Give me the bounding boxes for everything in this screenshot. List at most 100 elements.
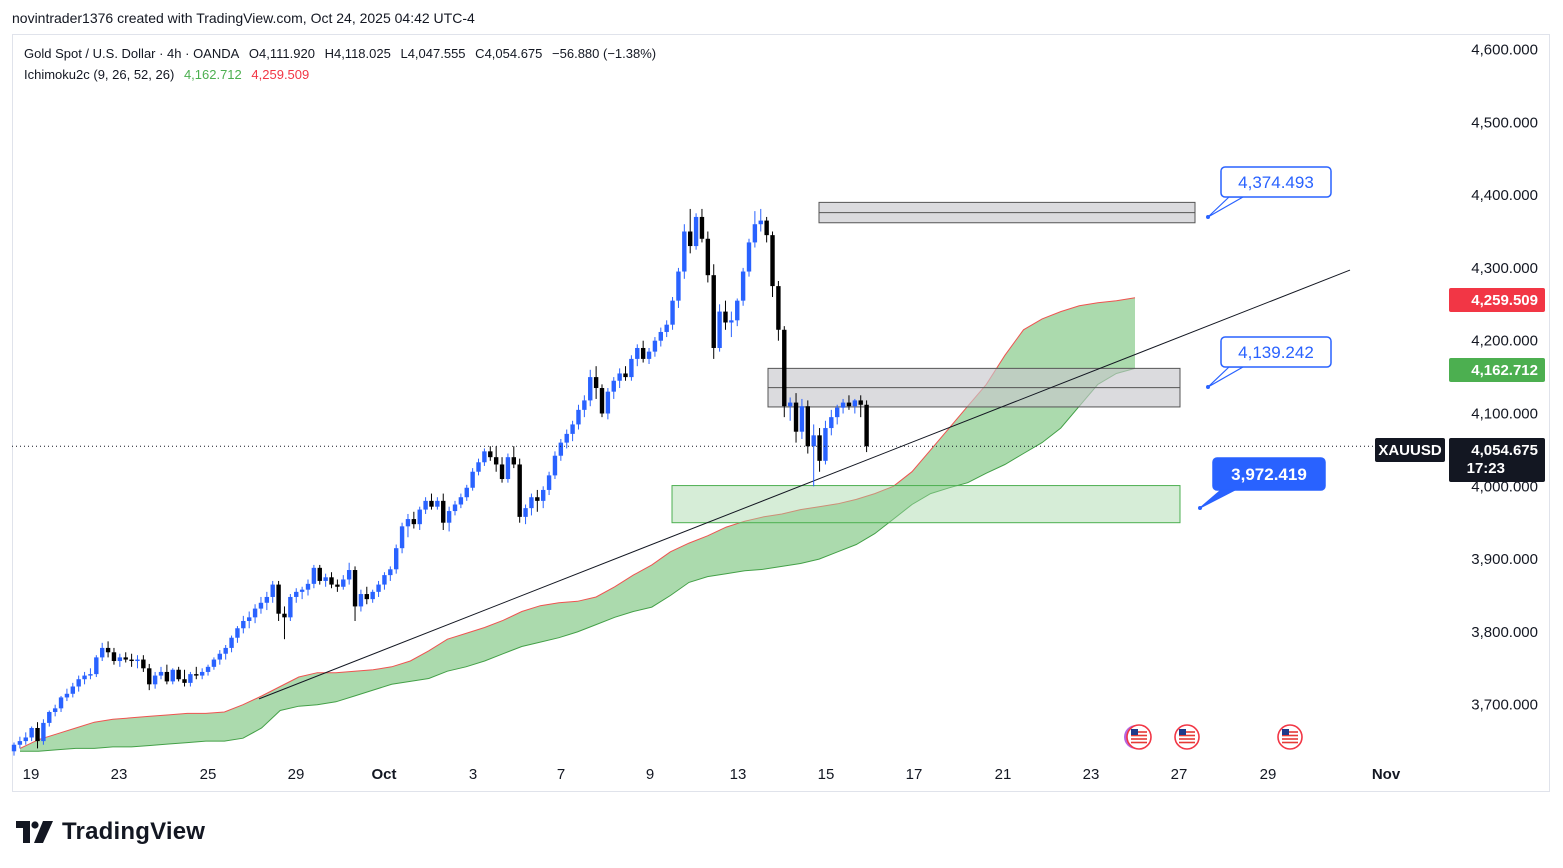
candle[interactable] xyxy=(452,500,458,516)
candle[interactable] xyxy=(47,710,52,727)
price-callout[interactable]: 4,374.493 xyxy=(1206,166,1332,219)
candle[interactable] xyxy=(782,326,787,418)
candle[interactable] xyxy=(417,506,422,530)
candle[interactable] xyxy=(676,267,681,308)
candle[interactable] xyxy=(640,340,646,363)
chart-frame[interactable] xyxy=(12,34,1550,792)
tradingview-logo[interactable]: TradingView xyxy=(16,818,205,846)
candle[interactable] xyxy=(799,398,805,439)
candle[interactable] xyxy=(17,736,23,749)
candle[interactable] xyxy=(776,281,781,341)
candle[interactable] xyxy=(564,429,569,449)
candle[interactable] xyxy=(141,655,146,672)
candle[interactable] xyxy=(787,397,793,421)
candle[interactable] xyxy=(394,544,399,574)
candle[interactable] xyxy=(711,264,716,359)
candle[interactable] xyxy=(829,409,834,436)
candle[interactable] xyxy=(94,655,99,678)
candle[interactable] xyxy=(294,588,299,603)
candle[interactable] xyxy=(205,664,211,676)
candle[interactable] xyxy=(546,471,552,496)
us-flag-event-icon[interactable] xyxy=(1124,724,1152,750)
candle[interactable] xyxy=(311,564,317,589)
candle[interactable] xyxy=(605,388,611,420)
candle[interactable] xyxy=(699,208,705,243)
candle[interactable] xyxy=(529,493,534,516)
candle[interactable] xyxy=(305,579,311,596)
candle[interactable] xyxy=(388,566,393,581)
trendline[interactable] xyxy=(258,269,1351,700)
candle[interactable] xyxy=(329,572,334,589)
candle[interactable] xyxy=(288,594,293,621)
candle[interactable] xyxy=(758,208,763,232)
candle[interactable] xyxy=(199,668,205,680)
candle[interactable] xyxy=(29,726,34,742)
candle[interactable] xyxy=(341,575,346,590)
candle[interactable] xyxy=(588,369,593,407)
candle[interactable] xyxy=(252,604,258,624)
candle[interactable] xyxy=(823,420,828,465)
candle[interactable] xyxy=(429,493,434,510)
candle[interactable] xyxy=(617,368,622,389)
candle[interactable] xyxy=(152,671,158,689)
candle[interactable] xyxy=(729,311,734,338)
candle[interactable] xyxy=(693,213,699,250)
candle[interactable] xyxy=(23,732,28,745)
candle[interactable] xyxy=(82,671,87,685)
candle[interactable] xyxy=(411,511,417,529)
candle[interactable] xyxy=(670,297,675,330)
candle[interactable] xyxy=(358,589,364,612)
candle[interactable] xyxy=(599,384,605,418)
candle[interactable] xyxy=(317,564,322,585)
candle[interactable] xyxy=(441,493,446,530)
candle[interactable] xyxy=(352,566,358,621)
candle[interactable] xyxy=(100,642,105,662)
candle[interactable] xyxy=(541,486,546,509)
candle[interactable] xyxy=(399,522,405,554)
candle[interactable] xyxy=(423,497,428,514)
candle[interactable] xyxy=(811,424,816,487)
candle[interactable] xyxy=(52,704,58,717)
candle[interactable] xyxy=(623,366,628,381)
candle[interactable] xyxy=(646,347,652,364)
price-callout[interactable]: 3,972.419 xyxy=(1198,457,1326,510)
candle[interactable] xyxy=(552,451,558,480)
candle[interactable] xyxy=(517,458,522,523)
candle[interactable] xyxy=(864,400,869,453)
candle[interactable] xyxy=(746,238,752,277)
candle[interactable] xyxy=(76,675,81,692)
candle[interactable] xyxy=(117,653,123,667)
candle[interactable] xyxy=(229,635,234,653)
candle[interactable] xyxy=(158,666,164,680)
candle[interactable] xyxy=(346,562,352,585)
candle[interactable] xyxy=(270,580,275,603)
candle[interactable] xyxy=(364,586,369,605)
time-axis[interactable]: 19 23 25 29 Oct 3 7 9 13 15 17 21 23 27 29 Nov xyxy=(23,766,1401,783)
candle[interactable] xyxy=(58,695,64,712)
candle[interactable] xyxy=(147,663,152,691)
candle[interactable] xyxy=(323,573,328,587)
candle[interactable] xyxy=(88,668,93,680)
candle[interactable] xyxy=(376,580,381,597)
callouts[interactable]: 4,374.493 4,139.242 3,972.419 xyxy=(1198,166,1332,510)
candle[interactable] xyxy=(499,457,505,483)
economic-events[interactable] xyxy=(1124,724,1303,750)
candle[interactable] xyxy=(235,626,240,643)
candle[interactable] xyxy=(664,320,669,338)
candle[interactable] xyxy=(111,647,117,665)
candle[interactable] xyxy=(593,366,599,399)
candle[interactable] xyxy=(582,395,587,418)
candle[interactable] xyxy=(464,484,469,501)
candle[interactable] xyxy=(41,719,46,745)
candle[interactable] xyxy=(858,395,863,418)
candle[interactable] xyxy=(194,666,199,680)
candle[interactable] xyxy=(570,420,575,442)
candle[interactable] xyxy=(188,671,193,687)
candle[interactable] xyxy=(458,493,464,509)
candle[interactable] xyxy=(435,497,440,510)
candle[interactable] xyxy=(299,586,305,600)
candle[interactable] xyxy=(70,682,75,698)
candles[interactable] xyxy=(11,208,869,756)
candle[interactable] xyxy=(576,404,581,430)
